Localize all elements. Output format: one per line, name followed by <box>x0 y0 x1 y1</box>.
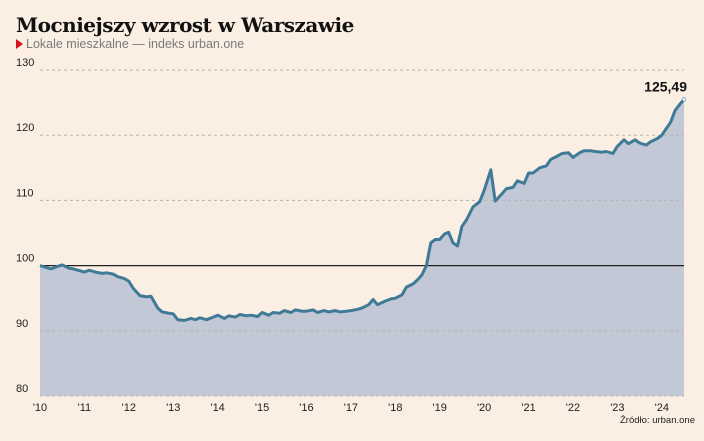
y-tick-label: 130 <box>16 57 34 69</box>
y-tick-label: 100 <box>16 253 34 265</box>
series-line <box>39 98 686 322</box>
source-note: Źródło: urban.one <box>620 415 695 426</box>
x-tick-label: '13 <box>166 402 180 414</box>
x-tick-label: '20 <box>477 402 491 414</box>
x-tick-label: '21 <box>521 402 535 414</box>
x-tick-label: '18 <box>388 402 402 414</box>
area-fill <box>40 99 684 397</box>
x-tick-label: '24 <box>655 402 669 414</box>
x-tick-label: '17 <box>344 402 358 414</box>
y-tick-label: 120 <box>16 122 34 134</box>
triangle-marker-icon <box>16 39 23 49</box>
end-point <box>681 97 687 102</box>
x-tick-label: '11 <box>78 402 92 414</box>
chart-title: Mocniejszy wzrost w Warszawie <box>16 13 354 37</box>
x-tick-label: '22 <box>566 402 580 414</box>
x-tick-label: '14 <box>210 402 224 414</box>
y-tick-label: 90 <box>16 318 28 330</box>
y-tick-label: 80 <box>16 383 28 395</box>
x-tick-label: '19 <box>433 402 447 414</box>
x-tick-label: '16 <box>299 402 313 414</box>
x-tick-label: '15 <box>255 402 269 414</box>
end-value-label: 125,49 <box>644 78 687 94</box>
x-tick-label: '23 <box>610 402 624 414</box>
x-tick-label: '12 <box>122 402 136 414</box>
x-tick-label: '10 <box>33 402 47 414</box>
subtitle-text: Lokale mieszkalne — indeks urban.one <box>26 37 245 51</box>
chart-subtitle: Lokale mieszkalne — indeks urban.one <box>16 37 244 51</box>
y-tick-label: 110 <box>16 187 34 199</box>
